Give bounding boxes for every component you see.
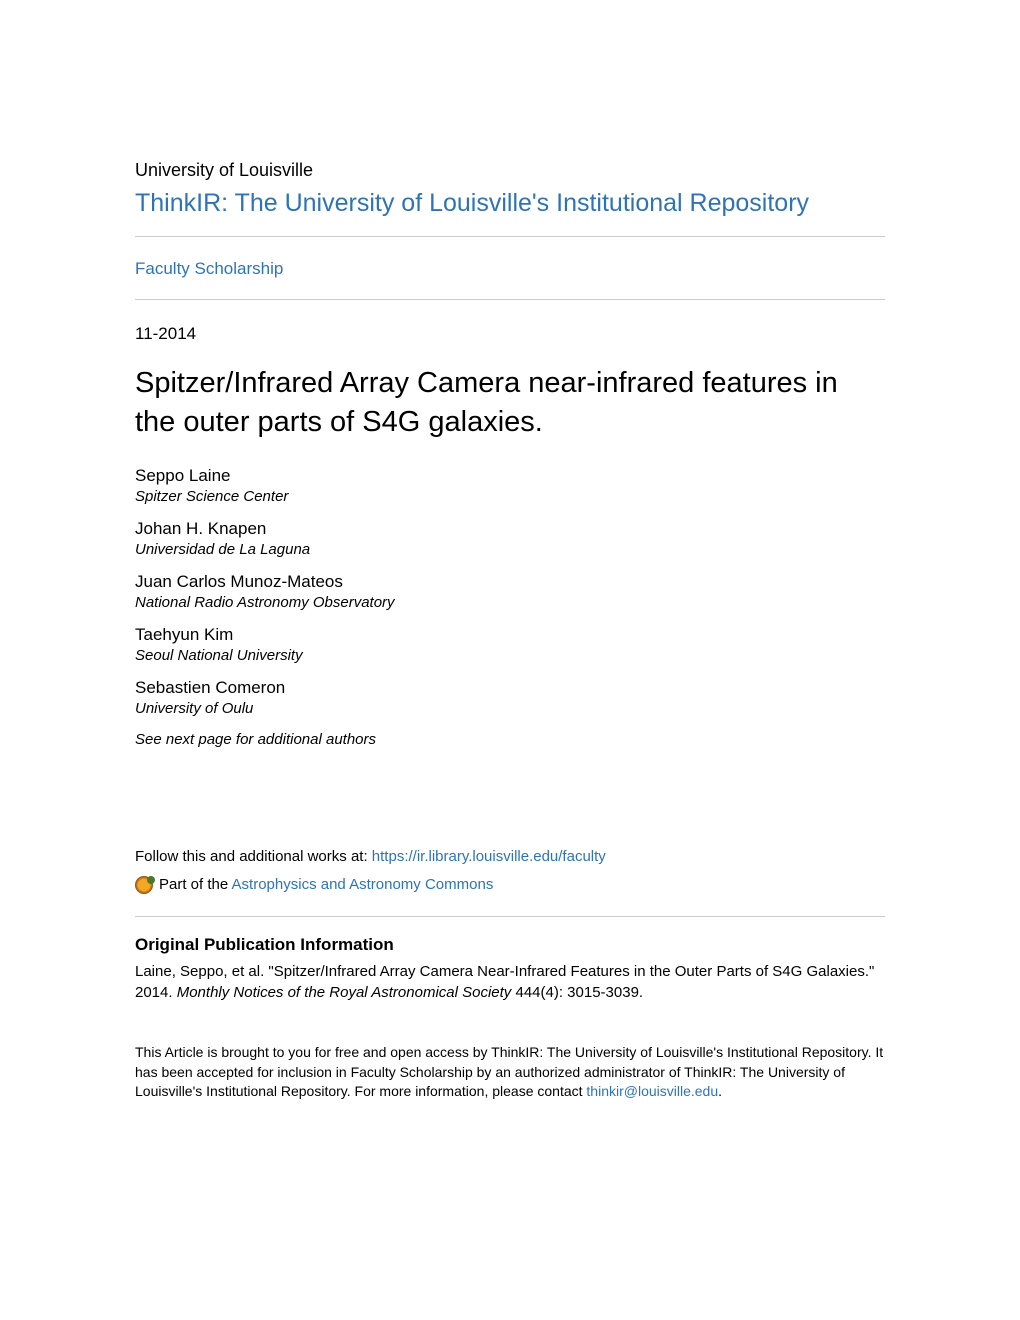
access-statement: This Article is brought to you for free … <box>135 1043 885 1102</box>
publication-heading: Original Publication Information <box>135 935 885 955</box>
commons-link[interactable]: Astrophysics and Astronomy Commons <box>232 876 494 893</box>
publication-date: 11-2014 <box>135 324 885 344</box>
author-affiliation: National Radio Astronomy Observatory <box>135 594 885 611</box>
author-block: Taehyun Kim Seoul National University <box>135 625 885 664</box>
author-name: Juan Carlos Munoz-Mateos <box>135 572 885 592</box>
part-of-text: Part of the Astrophysics and Astronomy C… <box>159 876 493 894</box>
divider <box>135 236 885 237</box>
author-name: Johan H. Knapen <box>135 519 885 539</box>
contact-email-link[interactable]: thinkir@louisville.edu <box>586 1083 718 1099</box>
access-text-body: This Article is brought to you for free … <box>135 1044 883 1099</box>
author-name: Seppo Laine <box>135 466 885 486</box>
author-block: Juan Carlos Munoz-Mateos National Radio … <box>135 572 885 611</box>
citation-journal: Monthly Notices of the Royal Astronomica… <box>177 984 512 1001</box>
author-block: Sebastien Comeron University of Oulu <box>135 678 885 717</box>
follow-section: Follow this and additional works at: htt… <box>135 848 885 866</box>
access-suffix: . <box>718 1083 722 1099</box>
divider <box>135 299 885 300</box>
citation-text: Laine, Seppo, et al. "Spitzer/Infrared A… <box>135 961 885 1003</box>
author-affiliation: Universidad de La Laguna <box>135 541 885 558</box>
author-block: Seppo Laine Spitzer Science Center <box>135 466 885 505</box>
article-title: Spitzer/Infrared Array Camera near-infra… <box>135 364 885 442</box>
author-affiliation: Spitzer Science Center <box>135 488 885 505</box>
author-block: Johan H. Knapen Universidad de La Laguna <box>135 519 885 558</box>
follow-url-link[interactable]: https://ir.library.louisville.edu/facult… <box>372 848 606 865</box>
part-of-prefix: Part of the <box>159 876 232 893</box>
author-affiliation: University of Oulu <box>135 700 885 717</box>
divider <box>135 916 885 917</box>
faculty-scholarship-link[interactable]: Faculty Scholarship <box>135 259 885 279</box>
institution-name: University of Louisville <box>135 160 885 181</box>
follow-prefix: Follow this and additional works at: <box>135 848 372 865</box>
part-of-section: Part of the Astrophysics and Astronomy C… <box>135 876 885 894</box>
author-name: Taehyun Kim <box>135 625 885 645</box>
repository-title-link[interactable]: ThinkIR: The University of Louisville's … <box>135 189 885 218</box>
citation-part2: 444(4): 3015-3039. <box>511 984 643 1001</box>
network-icon <box>135 876 153 894</box>
author-name: Sebastien Comeron <box>135 678 885 698</box>
see-next-page: See next page for additional authors <box>135 731 885 748</box>
author-affiliation: Seoul National University <box>135 647 885 664</box>
